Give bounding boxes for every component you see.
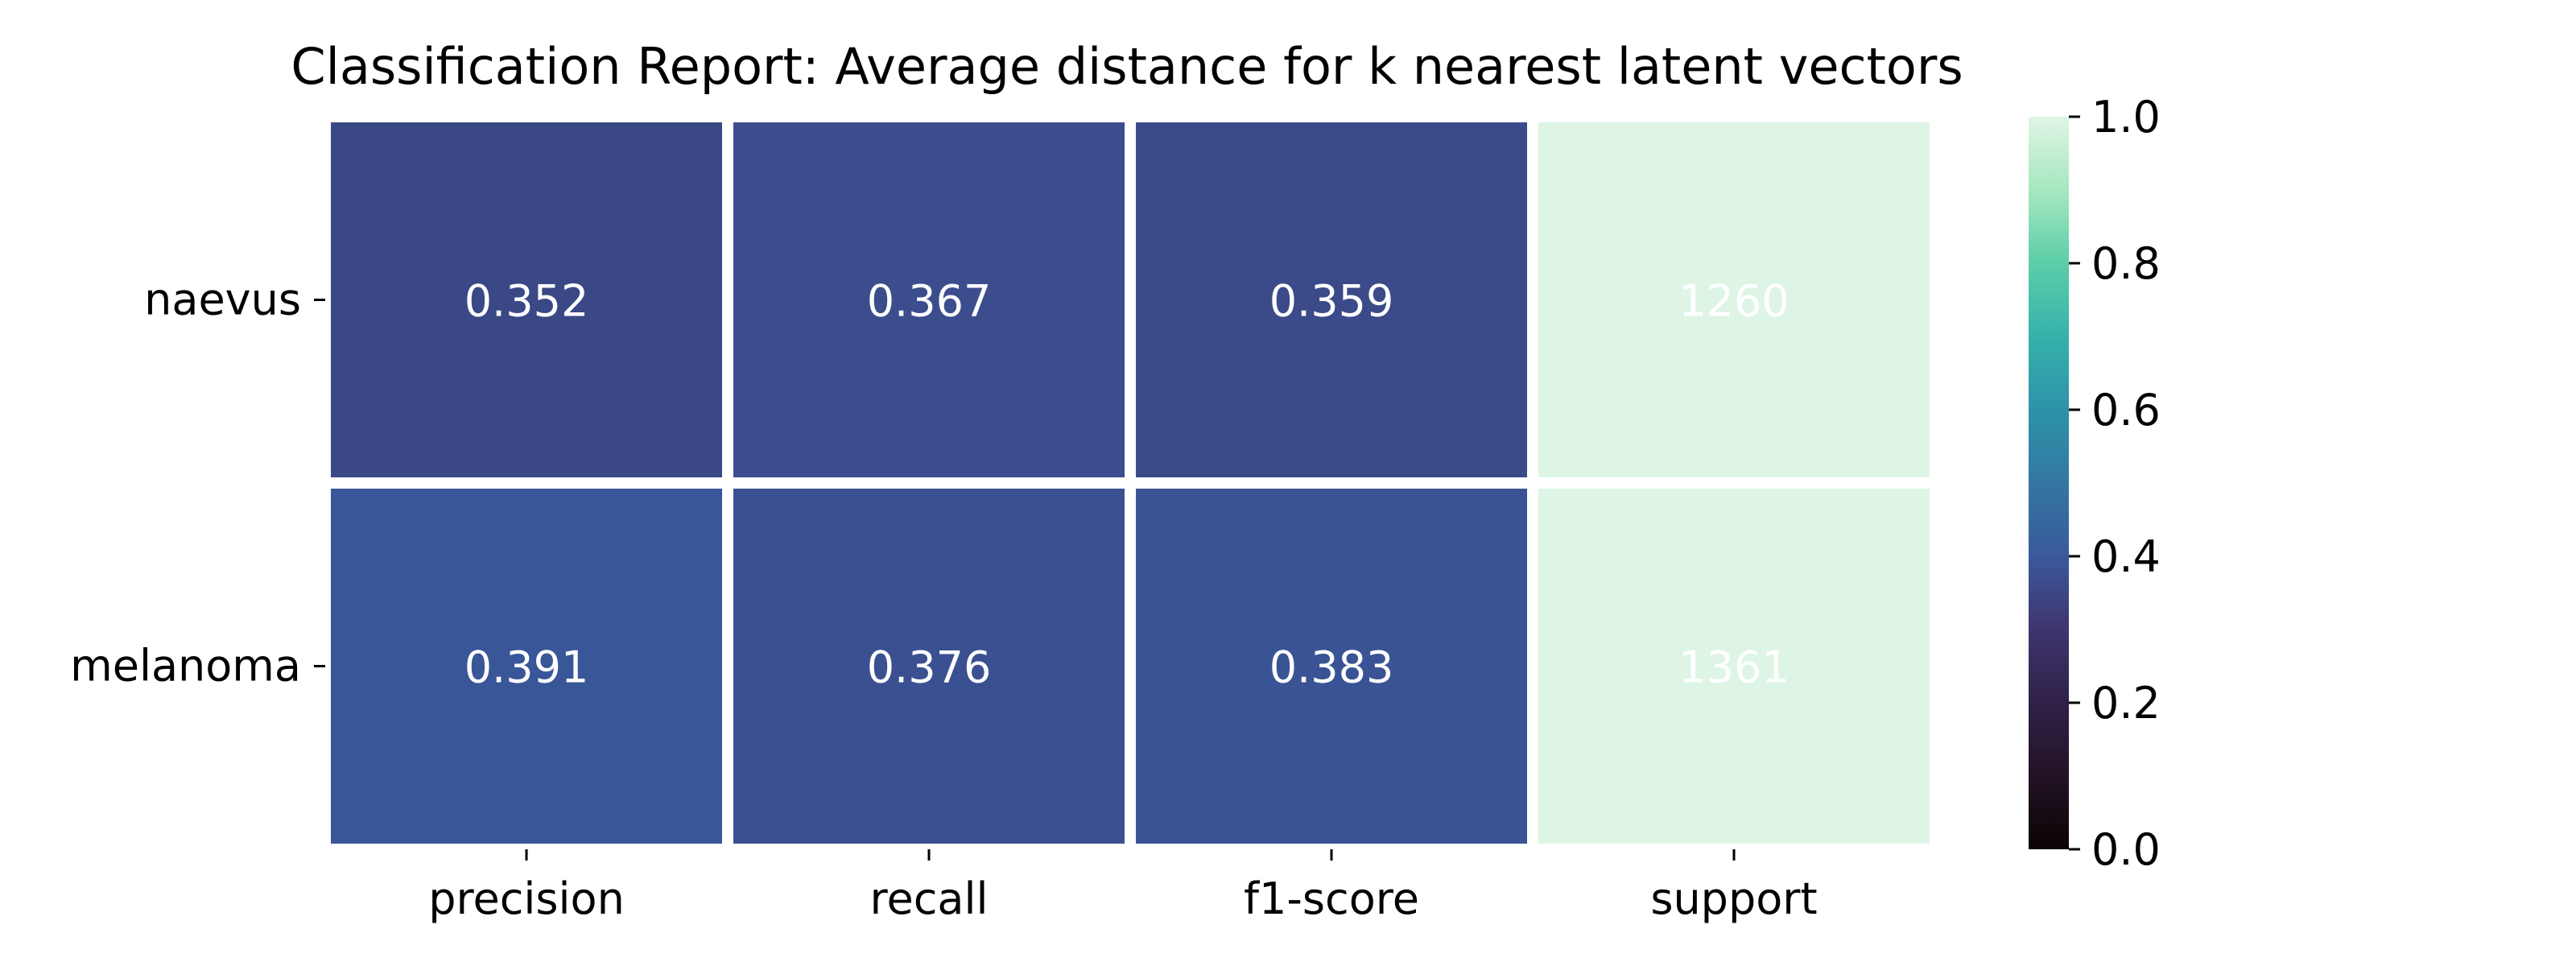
cell-label-melanoma-precision: 0.391 [464,642,589,693]
x-tick-label-support: support [1650,873,1817,924]
heatmap-cell-melanoma-support [1538,489,1930,844]
y-tick-label-melanoma: melanoma [70,641,301,691]
x-tick-label-f1-score: f1-score [1244,873,1419,924]
y-axis: naevus melanoma [70,275,325,691]
colorbar-ticks: 0.0 0.2 0.4 0.6 0.8 1.0 [2069,92,2161,875]
heatmap-cell-melanoma-f1-score [1136,489,1527,844]
chart-title: Classification Report: Average distance … [291,37,1963,96]
heatmap-cell-melanoma-precision [331,489,722,844]
heatmap-cell-naevus-precision [331,122,722,477]
heatmap-cell-melanoma-recall [733,489,1125,844]
colorbar [2029,117,2069,849]
heatmap-cell-naevus-f1-score [1136,122,1527,477]
cell-label-melanoma-f1-score: 0.383 [1269,642,1394,693]
heatmap-cell-naevus-recall [733,122,1125,477]
colorbar-tick-label-1: 0.2 [2091,678,2161,729]
cell-label-naevus-recall: 0.367 [867,276,992,327]
cell-label-naevus-precision: 0.352 [464,276,589,327]
x-tick-label-precision: precision [428,873,625,924]
y-tick-label-naevus: naevus [144,275,301,325]
cell-label-naevus-support: 1260 [1678,276,1789,327]
colorbar-tick-label-3: 0.6 [2091,385,2161,436]
colorbar-tick-label-4: 0.8 [2091,238,2161,289]
x-tick-label-recall: recall [869,873,988,924]
cell-label-naevus-f1-score: 0.359 [1269,276,1394,327]
x-axis: precision recall f1-score support [428,849,1818,924]
cell-label-melanoma-recall: 0.376 [867,642,992,693]
colorbar-tick-label-5: 1.0 [2091,92,2161,142]
heatmap-cell-naevus-support [1538,122,1930,477]
colorbar-tick-label-2: 0.4 [2091,531,2161,582]
cell-label-melanoma-support: 1361 [1678,642,1789,693]
colorbar-tick-label-0: 0.0 [2091,824,2161,875]
heatmap-cells: 0.352 0.367 0.359 1260 0.391 0.376 0.383 1361 [331,122,1930,844]
